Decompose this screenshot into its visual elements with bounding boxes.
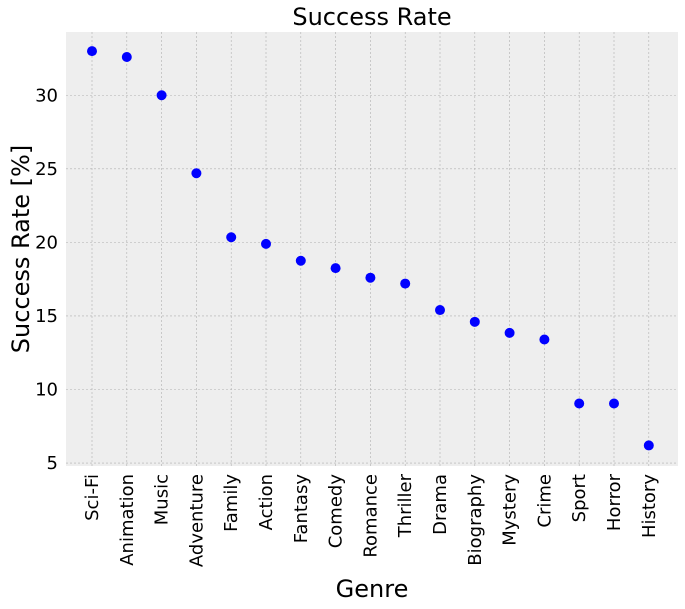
data-point-animation [121, 52, 132, 63]
x-tick-label: Drama [430, 474, 451, 535]
y-tick-label: 15 [35, 306, 58, 327]
x-tick-label: Fantasy [291, 474, 312, 544]
data-point-music [156, 90, 167, 101]
data-point-biography [469, 316, 480, 327]
data-point-thriller [400, 278, 411, 289]
x-tick-label: Sci-Fi [82, 474, 103, 521]
data-point-mystery [504, 327, 515, 338]
x-tick-label: Crime [534, 474, 555, 528]
data-point-action [261, 238, 271, 249]
data-point-sci-fi [87, 46, 97, 57]
x-tick-label: Biography [465, 474, 486, 566]
x-tick-label: Mystery [500, 474, 521, 546]
x-tick-label: Adventure [186, 474, 207, 567]
data-point-crime [539, 334, 550, 345]
x-tick-label: Action [256, 474, 277, 530]
x-tick-labels: Sci-Fi Animation Music Adventure Family Actio… [82, 473, 660, 567]
x-tick-label: Horror [604, 473, 625, 531]
data-points [87, 46, 654, 451]
x-tick-label: Romance [360, 474, 381, 558]
grid-lines [66, 32, 678, 466]
x-tick-label: Animation [117, 474, 138, 566]
data-point-history [643, 440, 654, 451]
y-tick-label: 5 [47, 453, 58, 474]
chart-title: Success Rate [292, 3, 451, 31]
y-tick-labels: 5 10 15 20 25 30 [35, 85, 58, 474]
data-point-family [226, 232, 237, 243]
data-point-comedy [330, 263, 341, 274]
x-tick-label: Sport [569, 474, 590, 522]
data-point-fantasy [295, 255, 306, 266]
y-tick-label: 25 [35, 159, 58, 180]
x-tick-label: History [639, 474, 660, 538]
data-point-romance [365, 272, 376, 283]
y-tick-label: 20 [35, 232, 58, 253]
plot-area [66, 32, 678, 466]
y-tick-label: 10 [35, 379, 58, 400]
x-tick-label: Family [221, 474, 242, 532]
x-tick-label: Music [152, 474, 173, 525]
y-axis-label: Success Rate [%] [7, 145, 35, 353]
data-point-horror [609, 398, 619, 409]
x-axis-label: Genre [336, 575, 409, 603]
data-point-sport [574, 398, 585, 409]
x-tick-label: Comedy [326, 474, 347, 549]
y-tick-label: 30 [35, 85, 58, 106]
data-point-adventure [191, 168, 202, 179]
x-tick-label: Thriller [395, 473, 416, 538]
data-point-drama [435, 305, 445, 316]
